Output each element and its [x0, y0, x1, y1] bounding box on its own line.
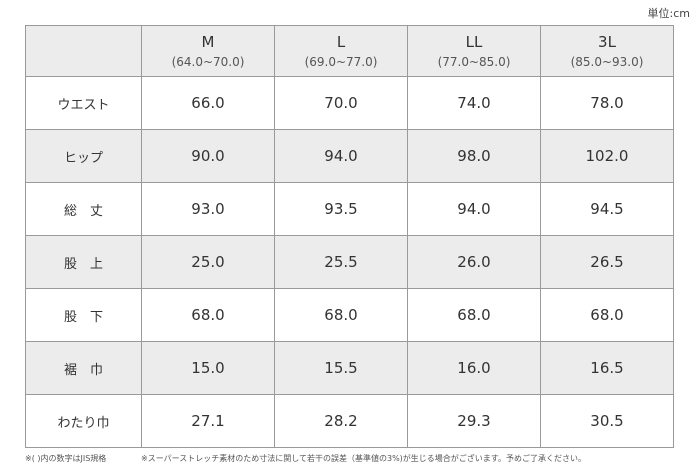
value-cell: 15.0	[141, 341, 275, 395]
row-thigh-width: わたり巾 27.1 28.2 29.3 30.5	[25, 394, 674, 448]
value-cell: 68.0	[540, 288, 674, 342]
value-cell: 98.0	[407, 129, 541, 183]
size-header-l: L (69.0~77.0)	[274, 25, 408, 77]
footnote-stretch: ※スーパーストレッチ素材のため寸法に関して若干の誤差（基準値の3%)が生じる場合…	[141, 454, 586, 463]
value-cell: 70.0	[274, 76, 408, 130]
size-name: LL	[465, 32, 483, 51]
row-waist: ウエスト 66.0 70.0 74.0 78.0	[25, 76, 674, 130]
size-name: M	[201, 32, 215, 51]
row-hem-width: 裾 巾 15.0 15.5 16.0 16.5	[25, 341, 674, 395]
value-cell: 15.5	[274, 341, 408, 395]
value-cell: 16.5	[540, 341, 674, 395]
value-cell: 30.5	[540, 394, 674, 448]
row-label: 股 上	[25, 235, 142, 289]
value-cell: 94.5	[540, 182, 674, 236]
row-label: 総 丈	[25, 182, 142, 236]
value-cell: 93.0	[141, 182, 275, 236]
size-range: (77.0~85.0)	[437, 54, 511, 69]
value-cell: 90.0	[141, 129, 275, 183]
row-label: ウエスト	[25, 76, 142, 130]
value-cell: 94.0	[407, 182, 541, 236]
row-label: ヒップ	[25, 129, 142, 183]
size-header-row: M (64.0~70.0) L (69.0~77.0) LL (77.0~85.…	[25, 25, 674, 77]
value-cell: 68.0	[407, 288, 541, 342]
value-cell: 68.0	[141, 288, 275, 342]
row-rise: 股 上 25.0 25.5 26.0 26.5	[25, 235, 674, 289]
footnote-jis: ※( )内の数字はJIS規格	[25, 454, 107, 463]
value-cell: 29.3	[407, 394, 541, 448]
value-cell: 25.5	[274, 235, 408, 289]
value-cell: 94.0	[274, 129, 408, 183]
value-cell: 25.0	[141, 235, 275, 289]
row-inseam: 股 下 68.0 68.0 68.0 68.0	[25, 288, 674, 342]
value-cell: 102.0	[540, 129, 674, 183]
value-cell: 27.1	[141, 394, 275, 448]
footnotes: ※( )内の数字はJIS規格 ※スーパーストレッチ素材のため寸法に関して若干の誤…	[25, 453, 685, 464]
row-label: 裾 巾	[25, 341, 142, 395]
row-hip: ヒップ 90.0 94.0 98.0 102.0	[25, 129, 674, 183]
size-range: (64.0~70.0)	[171, 54, 245, 69]
value-cell: 26.0	[407, 235, 541, 289]
size-name: 3L	[598, 32, 616, 51]
value-cell: 68.0	[274, 288, 408, 342]
value-cell: 16.0	[407, 341, 541, 395]
value-cell: 26.5	[540, 235, 674, 289]
size-chart-table: M (64.0~70.0) L (69.0~77.0) LL (77.0~85.…	[25, 25, 674, 448]
value-cell: 74.0	[407, 76, 541, 130]
header-corner-cell	[25, 25, 142, 77]
value-cell: 78.0	[540, 76, 674, 130]
row-total-length: 総 丈 93.0 93.5 94.0 94.5	[25, 182, 674, 236]
size-header-m: M (64.0~70.0)	[141, 25, 275, 77]
row-label: わたり巾	[25, 394, 142, 448]
value-cell: 28.2	[274, 394, 408, 448]
unit-label: 単位:cm	[647, 7, 690, 20]
value-cell: 66.0	[141, 76, 275, 130]
size-name: L	[336, 32, 346, 51]
size-header-3l: 3L (85.0~93.0)	[540, 25, 674, 77]
size-range: (85.0~93.0)	[570, 54, 644, 69]
size-header-ll: LL (77.0~85.0)	[407, 25, 541, 77]
value-cell: 93.5	[274, 182, 408, 236]
size-range: (69.0~77.0)	[304, 54, 378, 69]
row-label: 股 下	[25, 288, 142, 342]
